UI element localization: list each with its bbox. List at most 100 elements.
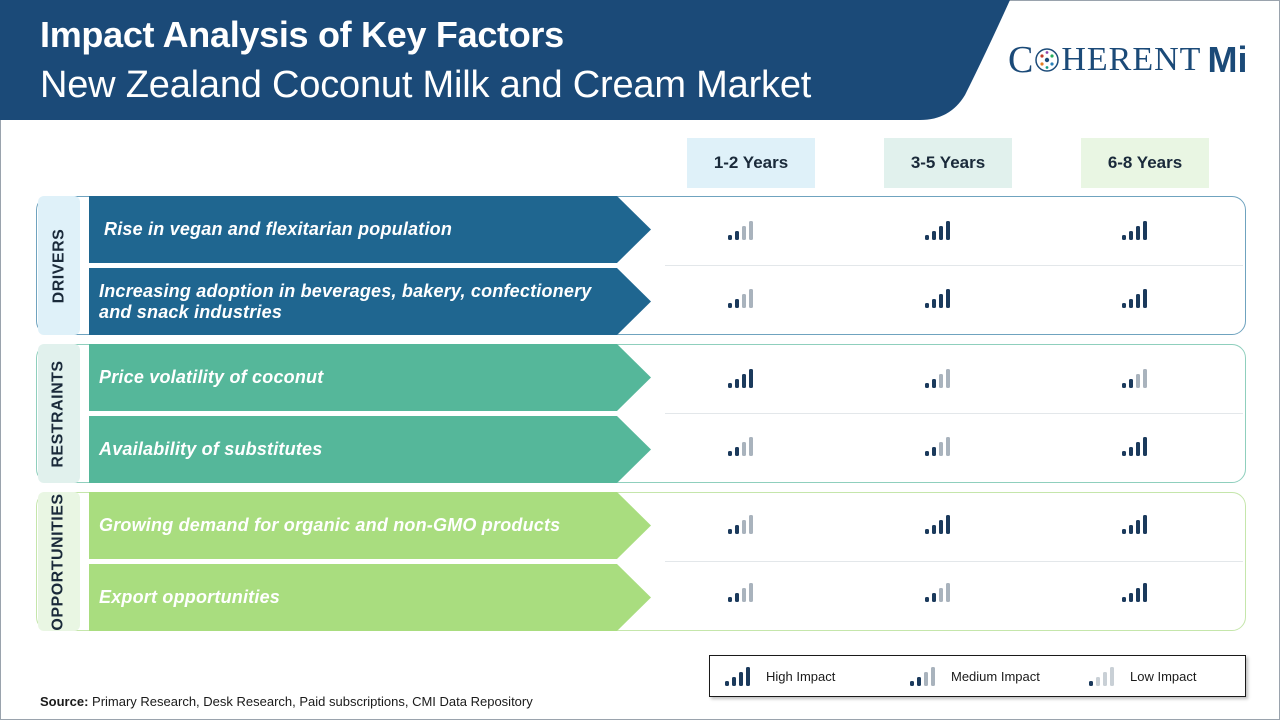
opportunities-label-text: OPPORTUNITIES <box>50 492 67 631</box>
impact-bar <box>1122 529 1126 534</box>
impact-bar <box>1096 677 1100 686</box>
signal-bars <box>728 583 753 602</box>
impact-bar <box>735 299 739 308</box>
arrow-shape <box>89 492 651 559</box>
medium-impact-icon <box>924 435 964 459</box>
high-impact-icon <box>725 667 750 686</box>
impact-bar <box>925 451 929 456</box>
impact-bar <box>932 299 936 308</box>
arrow-shape <box>89 268 651 335</box>
medium-impact-icon <box>910 667 935 686</box>
signal-bars <box>1122 221 1147 240</box>
signal-bars <box>925 515 950 534</box>
high-impact-icon <box>1121 581 1161 605</box>
impact-bar <box>932 447 936 456</box>
signal-bars <box>925 583 950 602</box>
impact-bar <box>917 677 921 686</box>
impact-bar <box>1136 226 1140 240</box>
impact-bar <box>1143 583 1147 602</box>
impact-bar <box>728 529 732 534</box>
impact-bar <box>1136 442 1140 456</box>
impact-bar <box>749 437 753 456</box>
impact-bar <box>1143 437 1147 456</box>
signal-bars <box>728 437 753 456</box>
high-impact-icon <box>1121 287 1161 311</box>
impact-bar <box>1143 221 1147 240</box>
signal-bars <box>1122 289 1147 308</box>
impact-bar <box>1143 515 1147 534</box>
impact-bar <box>742 294 746 308</box>
impact-bar <box>742 226 746 240</box>
impact-bar <box>1136 520 1140 534</box>
impact-bar <box>1122 451 1126 456</box>
impact-bar <box>725 681 729 686</box>
source-note: Source: Primary Research, Desk Research,… <box>40 694 533 709</box>
impact-bar <box>728 383 732 388</box>
impact-bar <box>1110 667 1114 686</box>
impact-bar <box>728 451 732 456</box>
impact-bar <box>946 515 950 534</box>
factor-label: Price volatility of coconut <box>99 367 324 387</box>
impact-bar <box>1129 299 1133 308</box>
factor-arrow: Availability of substitutes <box>89 416 652 483</box>
medium-impact-icon <box>727 287 767 311</box>
restraints-label-text: RESTRAINTS <box>50 359 68 468</box>
high-impact-icon <box>924 513 964 537</box>
row-separator <box>665 265 1243 266</box>
impact-bar <box>946 221 950 240</box>
medium-impact-icon <box>924 367 964 391</box>
factor-label: Rise in vegan and flexitarian population <box>104 219 453 239</box>
factor-arrow: Price volatility of coconut <box>89 344 652 411</box>
high-impact-icon <box>924 287 964 311</box>
impact-bar <box>925 303 929 308</box>
legend-medium-label: Medium Impact <box>951 668 1040 684</box>
impact-bar <box>1122 597 1126 602</box>
header-banner: Impact Analysis of Key Factors New Zeala… <box>0 0 1280 120</box>
impact-bar <box>932 231 936 240</box>
impact-bar <box>946 437 950 456</box>
impact-legend: High Impact Medium Impact Low Impact <box>709 655 1246 697</box>
high-impact-icon <box>1121 513 1161 537</box>
signal-bars <box>728 369 753 388</box>
impact-bar <box>939 442 943 456</box>
impact-bar <box>932 593 936 602</box>
impact-bar <box>939 588 943 602</box>
impact-bar <box>1129 379 1133 388</box>
restraints-label: RESTRAINTS <box>38 344 80 483</box>
impact-bar <box>1129 231 1133 240</box>
high-impact-icon <box>727 367 767 391</box>
impact-bar <box>932 525 936 534</box>
page-title: Impact Analysis of Key Factors <box>40 14 564 55</box>
impact-bar <box>946 583 950 602</box>
medium-impact-icon <box>727 513 767 537</box>
impact-bar <box>749 583 753 602</box>
source-text: Primary Research, Desk Research, Paid su… <box>92 694 533 709</box>
impact-bar <box>735 593 739 602</box>
impact-bar <box>1129 447 1133 456</box>
factor-label: Increasing adoption in beverages, bakery… <box>99 280 592 322</box>
medium-impact-icon <box>727 581 767 605</box>
globe-icon <box>1035 48 1060 72</box>
arrow-shape <box>89 196 651 263</box>
drivers-label-text: DRIVERS <box>50 228 67 303</box>
impact-bar <box>910 681 914 686</box>
logo-letter-c: C <box>1008 39 1034 81</box>
high-impact-icon <box>1121 435 1161 459</box>
impact-bar <box>939 294 943 308</box>
impact-bar <box>728 303 732 308</box>
high-impact-icon <box>924 219 964 243</box>
factor-arrow: Export opportunities <box>89 564 652 631</box>
factor-arrow: Growing demand for organic and non-GMO p… <box>89 492 652 559</box>
factor-label: Export opportunities <box>99 587 280 607</box>
impact-bar <box>728 235 732 240</box>
signal-bars <box>728 221 753 240</box>
impact-bar <box>735 379 739 388</box>
impact-bar <box>939 374 943 388</box>
high-impact-icon <box>1121 219 1161 243</box>
impact-bar <box>1122 303 1126 308</box>
column-header-6-8-years: 6-8 Years <box>1081 138 1209 188</box>
factor-label: Growing demand for organic and non-GMO p… <box>99 515 561 535</box>
impact-bar <box>728 597 732 602</box>
signal-bars <box>1122 437 1147 456</box>
medium-impact-icon <box>727 435 767 459</box>
